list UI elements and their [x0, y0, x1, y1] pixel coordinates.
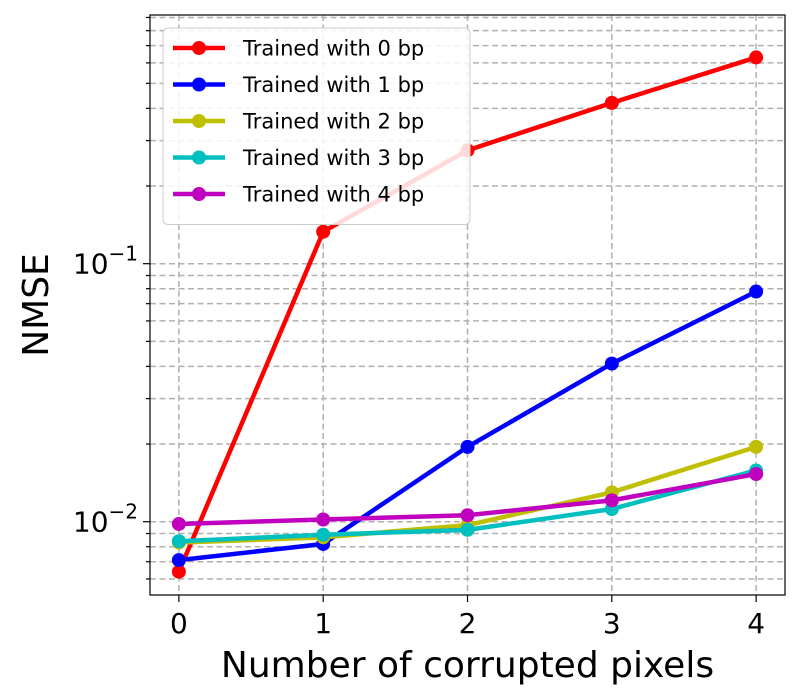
x-tick-label: 4 [747, 607, 765, 640]
x-axis-label: Number of corrupted pixels [221, 645, 714, 686]
legend-item: Trained with 2 bp [173, 110, 424, 134]
legend-marker [192, 77, 206, 92]
legend-marker [192, 187, 206, 201]
data-point [316, 224, 331, 239]
legend-item: Trained with 3 bp [173, 146, 424, 170]
legend-label: Trained with 0 bp [242, 37, 424, 61]
legend-marker [192, 150, 206, 165]
data-point [171, 553, 186, 568]
legend-box [162, 27, 471, 225]
data-point [171, 564, 186, 579]
legend-label: Trained with 2 bp [242, 110, 424, 134]
x-tick-label: 3 [603, 607, 621, 640]
data-point [460, 439, 475, 454]
data-point [749, 50, 764, 65]
data-point [460, 522, 475, 537]
data-point [171, 516, 186, 531]
legend-label: Trained with 1 bp [242, 73, 424, 97]
legend-item: Trained with 1 bp [173, 73, 424, 97]
data-point [604, 95, 619, 110]
legend-item: Trained with 0 bp [173, 37, 424, 61]
data-point [171, 534, 186, 549]
legend-label: Trained with 4 bp [242, 183, 424, 207]
legend-label: Trained with 3 bp [242, 146, 424, 170]
axis-ticks: 0 1 2 3 4 10−2 10−1 [73, 16, 765, 640]
data-point [604, 356, 619, 371]
y-tick-label: 10−2 [73, 500, 138, 539]
x-tick-label: 1 [314, 607, 332, 640]
series-4 [171, 467, 764, 531]
x-tick-label: 0 [170, 607, 188, 640]
legend: Trained with 0 bp Trained with 1 bp Traine… [162, 27, 471, 225]
data-point [460, 508, 475, 523]
y-axis-label: NMSE [16, 253, 57, 357]
data-point [749, 439, 764, 454]
legend-marker [192, 114, 206, 128]
data-point [604, 493, 619, 508]
y-tick-label: 10−1 [73, 242, 138, 281]
data-point [749, 284, 764, 299]
data-point [749, 467, 764, 482]
data-point [316, 512, 331, 527]
x-tick-label: 2 [459, 607, 477, 640]
legend-item: Trained with 4 bp [173, 183, 424, 207]
legend-marker [192, 41, 206, 55]
data-point [316, 527, 331, 542]
